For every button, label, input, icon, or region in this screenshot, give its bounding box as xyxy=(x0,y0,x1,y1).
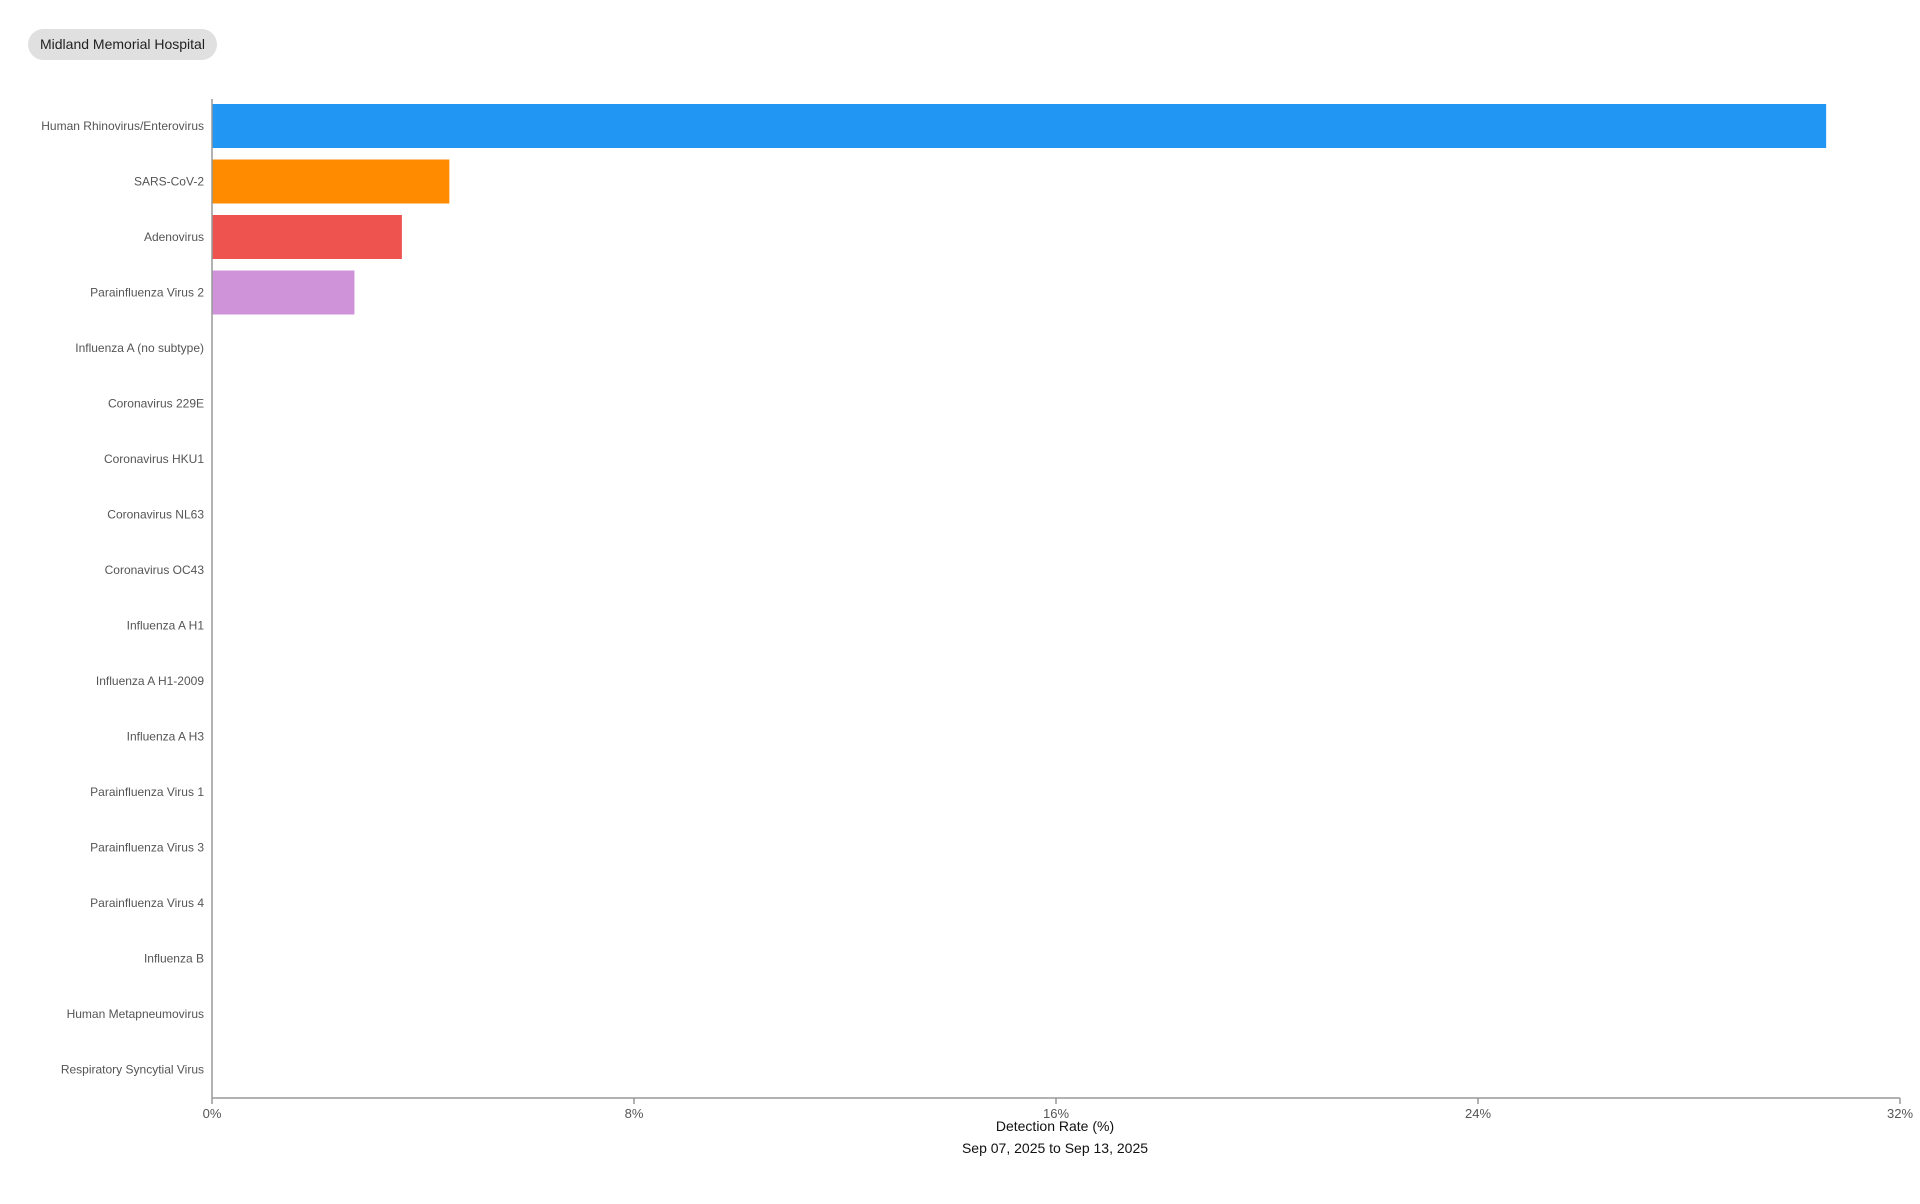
bar-adenovirus[interactable] xyxy=(212,215,402,259)
x-tick-label: 32% xyxy=(1887,1106,1913,1121)
category-label: Coronavirus NL63 xyxy=(107,508,204,522)
category-label: Influenza A (no subtype) xyxy=(75,341,204,355)
category-label: Parainfluenza Virus 3 xyxy=(90,841,204,855)
category-label: Human Metapneumovirus xyxy=(67,1007,204,1021)
category-label: Parainfluenza Virus 2 xyxy=(90,286,204,300)
category-label: Parainfluenza Virus 4 xyxy=(90,896,204,910)
x-axis-title: Detection Rate (%) xyxy=(996,1118,1114,1134)
axes: 0% 8% 16% 24% 32% xyxy=(203,99,1913,1121)
category-label: Coronavirus OC43 xyxy=(105,563,205,577)
category-label: Influenza A H1 xyxy=(127,619,205,633)
bar-sars-cov-2[interactable] xyxy=(212,159,450,204)
category-label: Parainfluenza Virus 1 xyxy=(90,785,204,799)
x-tick-label: 16% xyxy=(1043,1106,1069,1121)
category-label: Respiratory Syncytial Virus xyxy=(61,1063,204,1077)
category-label: Influenza A H1-2009 xyxy=(96,674,204,688)
category-label: SARS-CoV-2 xyxy=(134,175,204,189)
category-label: Coronavirus 229E xyxy=(108,397,204,411)
category-label: Influenza B xyxy=(144,952,204,966)
category-label: Coronavirus HKU1 xyxy=(104,452,204,466)
x-tick-label: 0% xyxy=(203,1106,222,1121)
bars-layer xyxy=(212,104,1827,315)
category-label: Adenovirus xyxy=(144,230,204,244)
category-label: Human Rhinovirus/Enterovirus xyxy=(41,119,204,133)
bar-parainfluenza-virus-2[interactable] xyxy=(212,270,355,315)
x-tick-label: 24% xyxy=(1465,1106,1491,1121)
category-label: Influenza A H3 xyxy=(127,730,205,744)
date-range-subtitle: Sep 07, 2025 to Sep 13, 2025 xyxy=(962,1140,1148,1156)
category-labels: Human Rhinovirus/Enterovirus SARS-CoV-2 Ad… xyxy=(41,119,204,1077)
bar-human-rhinovirus-enterovirus[interactable] xyxy=(212,104,1827,148)
hospital-filter-chip[interactable]: Midland Memorial Hospital xyxy=(28,29,217,60)
x-tick-label: 8% xyxy=(625,1106,644,1121)
